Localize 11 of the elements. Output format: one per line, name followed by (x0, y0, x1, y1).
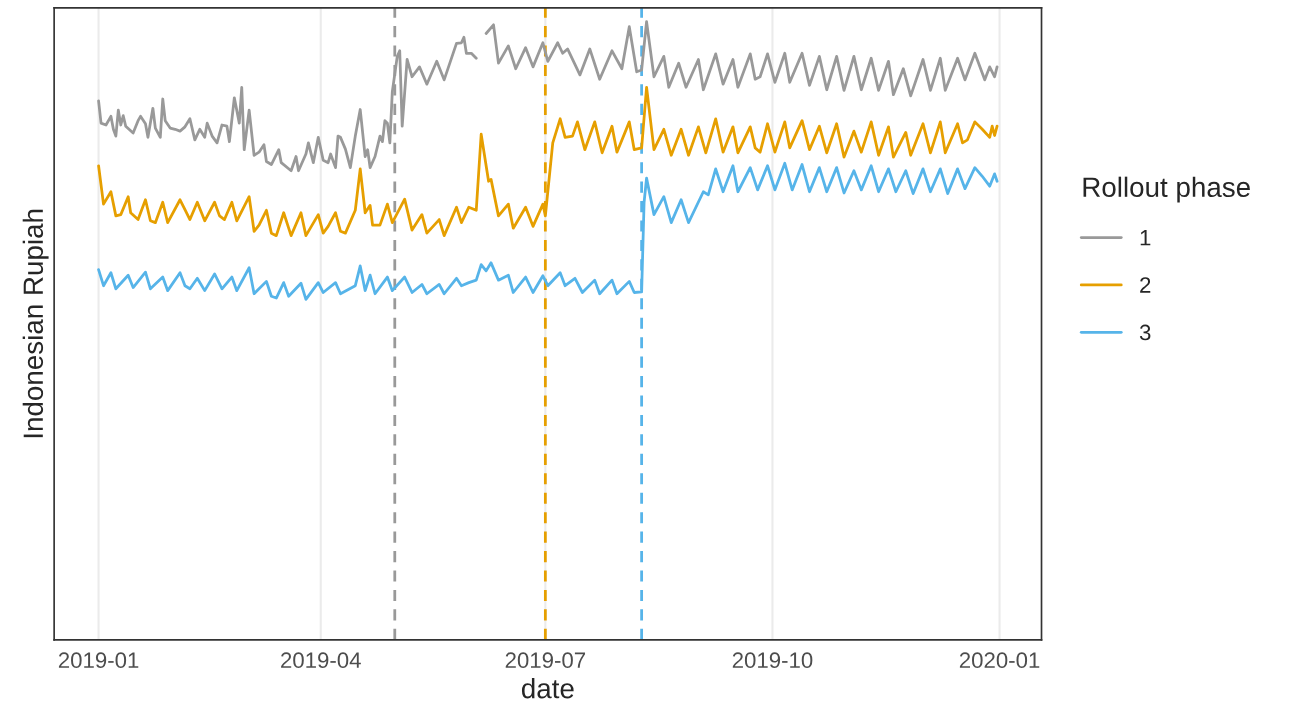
x-axis-title: date (521, 678, 574, 699)
legend-label: 2 (1140, 277, 1151, 293)
x-tick-label: 2019-10 (732, 652, 813, 669)
x-tick-label: 2019-01 (58, 652, 139, 669)
legend-title: Rollout phase (1083, 176, 1250, 203)
legend-label: 1 (1140, 230, 1151, 246)
x-tick-label: 2019-07 (505, 652, 586, 669)
legend-label: 3 (1139, 324, 1151, 341)
x-tick-label: 2019-04 (281, 652, 361, 669)
x-tick-label: 2020-01 (959, 652, 1040, 669)
y-axis-title: Indonesian Rupiah (22, 209, 49, 438)
